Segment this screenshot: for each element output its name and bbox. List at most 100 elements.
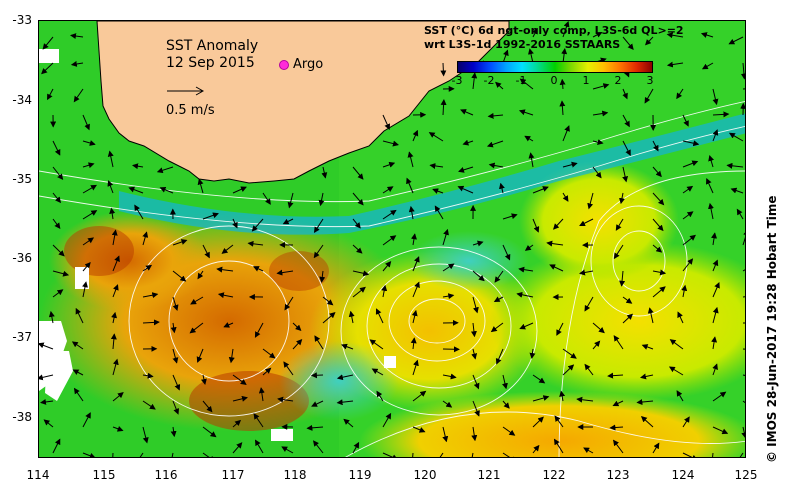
current-arrow	[440, 99, 447, 116]
current-arrow	[666, 61, 684, 68]
current-arrow	[669, 339, 684, 350]
current-arrow	[532, 444, 540, 454]
current-arrow	[532, 218, 540, 233]
current-arrow	[647, 307, 654, 324]
current-arrow	[432, 188, 444, 194]
current-arrow	[156, 166, 174, 174]
current-arrow	[322, 312, 336, 324]
current-arrow	[306, 424, 324, 431]
current-arrow	[553, 438, 564, 454]
current-arrow	[352, 286, 366, 298]
current-arrow	[559, 78, 566, 90]
current-arrow	[495, 348, 504, 365]
current-arrow	[644, 88, 654, 104]
current-arrow	[292, 338, 303, 350]
current-arrow	[382, 161, 396, 168]
current-arrow	[528, 152, 535, 168]
lat-label: -38	[12, 410, 32, 424]
current-arrow	[262, 348, 276, 359]
current-arrow	[518, 266, 534, 273]
current-arrow	[172, 296, 179, 311]
current-arrow	[336, 399, 354, 406]
current-arrow	[556, 322, 564, 336]
current-arrow	[442, 228, 449, 246]
current-arrow	[712, 129, 719, 142]
current-arrow	[592, 83, 610, 90]
current-arrow	[82, 210, 98, 220]
current-arrow	[310, 372, 324, 379]
current-arrow	[107, 150, 114, 168]
current-arrow	[502, 49, 509, 64]
current-arrow	[645, 36, 654, 46]
colorbar-tick: 1	[582, 74, 590, 87]
current-arrow	[622, 114, 630, 128]
current-arrow	[232, 395, 248, 402]
current-arrow	[592, 340, 601, 350]
current-arrow	[652, 166, 662, 178]
current-arrow	[668, 366, 684, 376]
current-arrow	[619, 192, 625, 205]
current-arrow	[112, 392, 124, 402]
current-arrow	[284, 296, 294, 311]
colorbar-tick: 2	[614, 74, 622, 87]
current-arrow	[251, 218, 264, 232]
current-arrow	[382, 186, 394, 194]
current-arrow	[202, 426, 217, 438]
current-arrow	[742, 229, 745, 246]
current-arrow	[382, 209, 397, 220]
current-arrow	[282, 218, 294, 225]
current-arrow	[216, 266, 234, 273]
current-arrow	[471, 348, 478, 360]
current-arrow	[502, 400, 510, 409]
current-arrow	[82, 184, 97, 194]
lon-label: 123	[606, 468, 630, 482]
current-arrow	[712, 281, 720, 298]
current-arrow	[579, 269, 594, 276]
current-arrow	[524, 135, 534, 142]
current-arrow	[375, 308, 384, 324]
current-arrow	[442, 426, 449, 443]
current-arrow	[471, 72, 478, 90]
current-arrow	[622, 36, 634, 50]
current-arrow	[434, 205, 444, 220]
current-arrow	[502, 426, 516, 436]
current-arrow	[488, 162, 504, 169]
current-arrow	[112, 284, 119, 298]
current-arrow	[352, 192, 364, 206]
current-arrow	[487, 112, 504, 119]
current-arrow	[411, 233, 417, 246]
current-arrow	[682, 234, 696, 246]
current-arrow	[277, 396, 294, 403]
current-arrow	[532, 416, 544, 428]
current-arrow	[516, 291, 534, 298]
current-arrow	[410, 337, 417, 350]
current-arrow	[579, 218, 594, 226]
current-arrow	[640, 373, 654, 380]
current-arrow	[369, 339, 384, 350]
current-arrow	[343, 418, 354, 428]
current-arrow	[442, 400, 453, 408]
current-arrow	[247, 240, 264, 247]
current-arrow	[728, 132, 744, 142]
current-arrow	[728, 36, 744, 45]
current-arrow	[736, 208, 744, 220]
current-arrow	[318, 192, 325, 207]
current-arrow	[652, 244, 663, 253]
current-arrow	[460, 109, 474, 116]
current-arrow	[52, 140, 61, 156]
current-arrow	[82, 114, 90, 131]
current-arrow	[439, 452, 444, 457]
current-arrow	[352, 270, 370, 277]
current-arrow	[82, 237, 95, 246]
lon-label: 120	[413, 468, 437, 482]
colorbar-tick: -2	[483, 74, 495, 87]
argo-label: Argo	[293, 57, 324, 72]
current-arrow	[352, 244, 363, 254]
current-arrow	[587, 192, 594, 210]
current-arrow	[652, 140, 659, 152]
current-arrow	[232, 442, 243, 454]
current-arrow	[712, 88, 719, 106]
colorbar-title-line: SST (°C) 6d ngt-only comp, L3S-6d QL>=2	[424, 24, 684, 37]
current-arrow	[82, 162, 95, 169]
current-arrow	[142, 292, 159, 299]
